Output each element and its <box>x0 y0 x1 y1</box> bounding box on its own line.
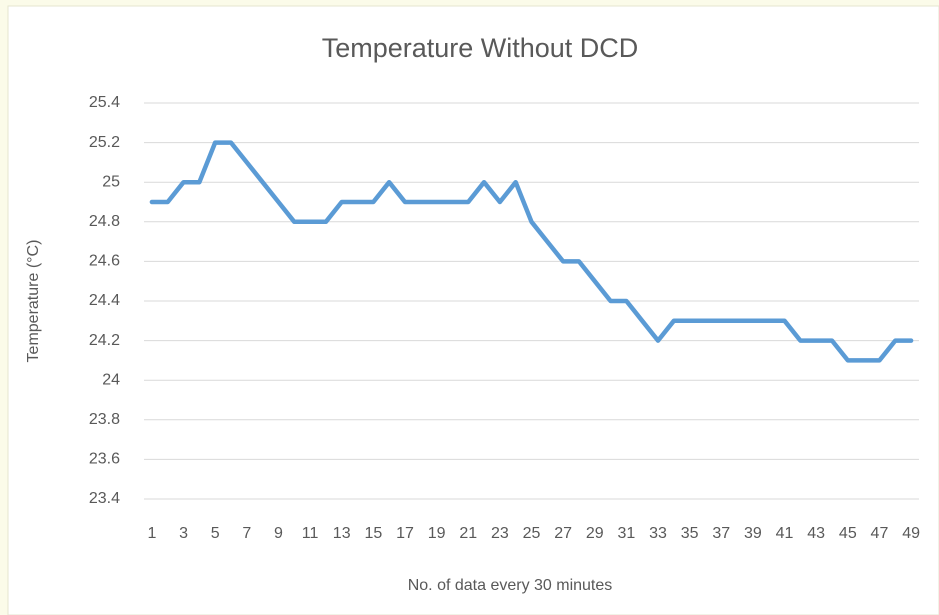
x-tick-label: 35 <box>681 525 699 542</box>
y-tick-label: 24.4 <box>89 292 120 309</box>
x-tick-label: 29 <box>586 525 604 542</box>
x-tick-label: 33 <box>649 525 667 542</box>
x-tick-label: 21 <box>459 525 477 542</box>
x-tick-label: 31 <box>617 525 635 542</box>
line-series <box>149 140 914 363</box>
x-tick-label: 13 <box>333 525 351 542</box>
y-tick-label: 24.8 <box>89 213 120 230</box>
x-tick-label: 37 <box>712 525 730 542</box>
x-tick-label: 1 <box>147 525 156 542</box>
x-tick-label: 11 <box>302 525 319 542</box>
x-tick-label: 43 <box>807 525 825 542</box>
y-tick-label: 24 <box>102 371 120 388</box>
chart-title: Temperature Without DCD <box>322 33 639 63</box>
x-tick-label: 19 <box>428 525 446 542</box>
y-tick-label: 24.2 <box>89 332 120 349</box>
x-tick-label: 47 <box>871 525 889 542</box>
x-axis-label: No. of data every 30 minutes <box>408 577 613 594</box>
x-tick-label: 23 <box>491 525 509 542</box>
x-tick-label: 17 <box>396 525 414 542</box>
x-tick-label: 49 <box>902 525 920 542</box>
chart-area <box>7 5 939 615</box>
y-tick-label: 25.4 <box>89 94 120 111</box>
y-tick-label: 24.6 <box>89 253 120 270</box>
y-axis-label: Temperature (°C) <box>25 240 42 363</box>
y-tick-label: 23.8 <box>89 411 120 428</box>
x-tick-label: 27 <box>554 525 572 542</box>
x-tick-label: 25 <box>523 525 541 542</box>
x-tick-label: 5 <box>211 525 220 542</box>
y-tick-label: 23.6 <box>89 451 120 468</box>
x-tick-label: 9 <box>274 525 283 542</box>
x-tick-label: 3 <box>179 525 188 542</box>
x-tick-label: 7 <box>242 525 251 542</box>
y-tick-label: 25.2 <box>89 134 120 151</box>
x-tick-label: 15 <box>364 525 382 542</box>
y-tick-label: 25 <box>102 173 120 190</box>
y-tick-label: 23.4 <box>89 490 120 507</box>
x-tick-label: 45 <box>839 525 857 542</box>
x-tick-label: 39 <box>744 525 762 542</box>
x-tick-label: 41 <box>776 525 794 542</box>
